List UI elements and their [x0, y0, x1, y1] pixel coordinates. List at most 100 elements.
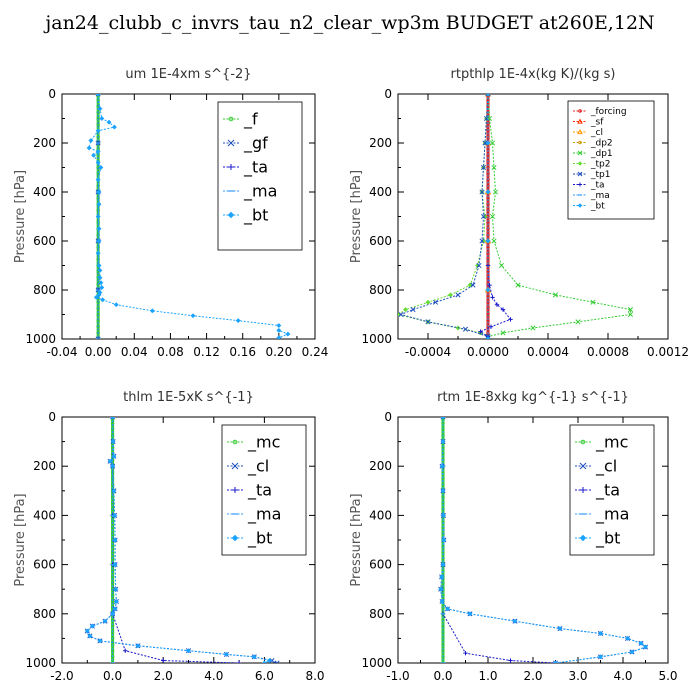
data-point [96, 262, 102, 269]
data-point [113, 598, 119, 605]
data-point [512, 618, 518, 624]
x-tick-label: 0.0008 [587, 345, 629, 359]
data-point [492, 189, 499, 195]
data-point [575, 319, 581, 325]
data-point [439, 574, 445, 580]
x-tick-label: -1.0 [386, 669, 409, 683]
data-point [95, 94, 101, 97]
chart-panel-2: rtpthlp 1E-4x(kg K)/(kg s) Pressure [hPa]… [349, 67, 689, 359]
data-point [95, 213, 101, 220]
legend-label: _bt [590, 202, 605, 212]
data-point [627, 311, 634, 318]
legend-label: _cl [247, 457, 269, 477]
data-point [96, 238, 102, 244]
x-tick-label: 0.0004 [527, 345, 569, 359]
data-point [440, 512, 447, 518]
data-point [107, 458, 113, 464]
legend-label: _sf [590, 118, 604, 128]
chart-title: rtpthlp 1E-4x(kg K)/(kg s) [451, 67, 616, 82]
data-point [236, 660, 242, 663]
data-point [508, 317, 513, 322]
legend-box [217, 101, 303, 251]
data-point [480, 213, 487, 220]
y-axis-label: Pressure [hPa] [349, 493, 364, 586]
data-point [439, 598, 445, 605]
data-point [96, 282, 100, 286]
data-point [96, 233, 100, 237]
data-point [440, 417, 446, 420]
y-tick-label: 800 [33, 607, 56, 621]
data-point [106, 119, 112, 125]
legend-label: _cl [590, 128, 603, 138]
data-point [441, 482, 445, 487]
data-point [642, 644, 649, 650]
data-point [135, 643, 141, 649]
data-point [467, 611, 473, 617]
legend-label: _tp1 [590, 170, 610, 180]
data-point [276, 327, 282, 333]
series-group [84, 417, 280, 663]
legend-label: _dp2 [590, 139, 613, 149]
chart-panel-1: um 1E-4xm s^{-2} Pressure [hPa] -0.04 0.00 0… [13, 67, 328, 359]
data-point [491, 238, 497, 244]
data-point [440, 439, 446, 445]
data-point [486, 159, 490, 164]
x-tick-label: 4.0 [613, 669, 632, 683]
data-point [489, 140, 496, 146]
data-point [96, 292, 102, 298]
x-tick-label: 0.0012 [647, 345, 689, 359]
data-point [489, 213, 496, 220]
data-point [276, 322, 282, 329]
data-point [95, 250, 101, 256]
x-tick-label: 0.08 [157, 345, 184, 359]
data-point [440, 417, 446, 420]
data-point [110, 611, 116, 617]
x-tick-label: 0.12 [193, 345, 220, 359]
y-tick-label: 1000 [25, 656, 56, 670]
data-point [441, 537, 447, 543]
chart-title: rtm 1E-8xkg kg^{-1} s^{-1} [437, 390, 629, 405]
data-point [110, 417, 116, 420]
legend-label: _bt [247, 529, 272, 549]
data-point [485, 94, 491, 97]
data-point [485, 189, 491, 195]
data-point [410, 307, 416, 313]
series-line-ta [112, 417, 240, 663]
x-tick-label: 0.0 [433, 669, 452, 683]
x-tick-label: 6.0 [255, 669, 274, 683]
legend-label: _mc [595, 433, 628, 453]
x-tick-label: 8.0 [305, 669, 324, 683]
data-point [398, 311, 404, 318]
data-point [590, 299, 596, 305]
chart-panel-3: thlm 1E-5xK s^{-1} Pressure [hPa] -2.0 0.0 2… [13, 390, 325, 683]
data-point [190, 313, 196, 319]
y-tick-label: 0 [384, 87, 392, 101]
legend-label: _ta [247, 481, 272, 501]
legend-label: _bt [243, 206, 268, 226]
legend-marker [228, 164, 234, 170]
y-tick-label: 600 [33, 558, 56, 572]
legend-marker [577, 171, 583, 177]
data-point [112, 512, 118, 518]
y-tick-label: 0 [48, 87, 56, 101]
data-point [223, 651, 230, 657]
legend-label: _ma [243, 182, 277, 202]
chart-title: thlm 1E-5xK s^{-1} [123, 390, 254, 405]
x-tick-label: 0.0000 [467, 345, 509, 359]
data-point [439, 463, 445, 469]
data-point [440, 488, 446, 494]
data-point [110, 463, 116, 469]
data-point [86, 145, 92, 151]
data-point [95, 128, 101, 134]
y-tick-label: 0 [48, 410, 56, 424]
data-point [425, 319, 431, 325]
data-point [251, 654, 257, 660]
data-point [486, 257, 490, 262]
data-point [441, 433, 445, 438]
data-point [462, 326, 469, 332]
x-tick-label: -0.04 [46, 345, 77, 359]
x-tick-label: 0.20 [265, 345, 292, 359]
data-point [485, 140, 491, 146]
legend-marker [578, 109, 582, 113]
